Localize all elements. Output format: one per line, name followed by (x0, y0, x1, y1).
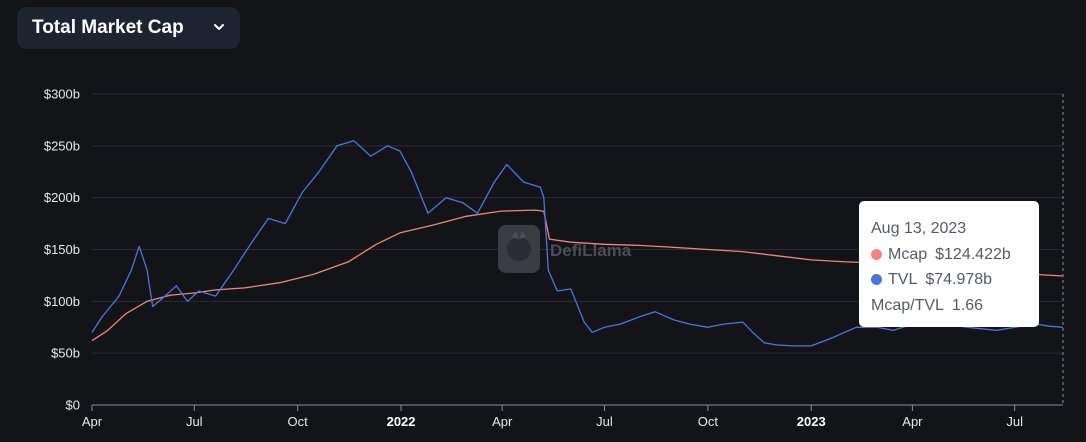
chart-tooltip: Aug 13, 2023 Mcap $124.422b TVL $74.978b… (859, 201, 1039, 327)
y-tick-label: $50b (51, 346, 80, 361)
y-tick-label: $100b (44, 294, 80, 309)
y-tick-label: $150b (44, 242, 80, 257)
y-axis: $0 $50b $100b $150b $200b $250b $300b (44, 87, 80, 413)
grid-lines (92, 93, 1063, 354)
tooltip-ratio-value: 1.66 (951, 296, 984, 314)
y-tick-label: $200b (44, 190, 80, 205)
x-tick-label: Jul (186, 414, 203, 429)
tvl-dot-icon (871, 274, 882, 286)
chevron-down-icon (214, 24, 224, 30)
x-axis: Apr Jul Oct 2022 Apr Jul Oct 2023 Apr Jul (82, 404, 1063, 429)
tooltip-tvl-label: TVL (888, 271, 918, 288)
tooltip-ratio-label: Mcap/TVL (871, 296, 944, 314)
watermark: DefiLlama (498, 225, 632, 273)
x-tick-label: Jul (1006, 414, 1023, 429)
defillama-logo-icon (498, 225, 540, 273)
y-tick-label: $300b (44, 87, 80, 102)
x-tick-label: Oct (698, 414, 719, 429)
x-tick-label: Apr (82, 414, 103, 429)
x-tick-label: Oct (288, 414, 309, 429)
x-tick-label: 2022 (387, 414, 416, 429)
watermark-text: DefiLlama (550, 241, 632, 260)
x-tick-label: 2023 (797, 414, 826, 429)
tooltip-mcap-value: $124.422b (935, 245, 1011, 263)
y-tick-label: $0 (66, 398, 80, 413)
series-line-tvl (91, 140, 1064, 347)
selector-label: Total Market Cap (32, 17, 184, 38)
tooltip-tvl-value: $74.978b (925, 271, 993, 288)
x-tick-label: Jul (596, 414, 613, 429)
tooltip-date: Aug 13, 2023 (871, 220, 967, 237)
tooltip-tvl-row: TVL $74.978b (871, 267, 1027, 293)
tooltip-mcap-row: Mcap $124.422b (871, 242, 1027, 268)
chart-type-selector[interactable]: Total Market Cap (17, 7, 240, 49)
x-tick-label: Apr (492, 414, 513, 429)
x-tick-label: Apr (902, 414, 923, 429)
y-tick-label: $250b (44, 138, 80, 153)
mcap-dot-icon (871, 248, 882, 260)
tooltip-mcap-label: Mcap (888, 245, 928, 263)
tooltip-ratio-row: Mcap/TVL 1.66 (871, 293, 1027, 319)
